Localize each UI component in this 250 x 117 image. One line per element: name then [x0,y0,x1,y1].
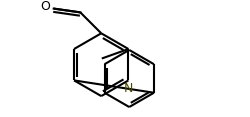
Text: O: O [40,0,50,13]
Text: N: N [123,82,132,95]
